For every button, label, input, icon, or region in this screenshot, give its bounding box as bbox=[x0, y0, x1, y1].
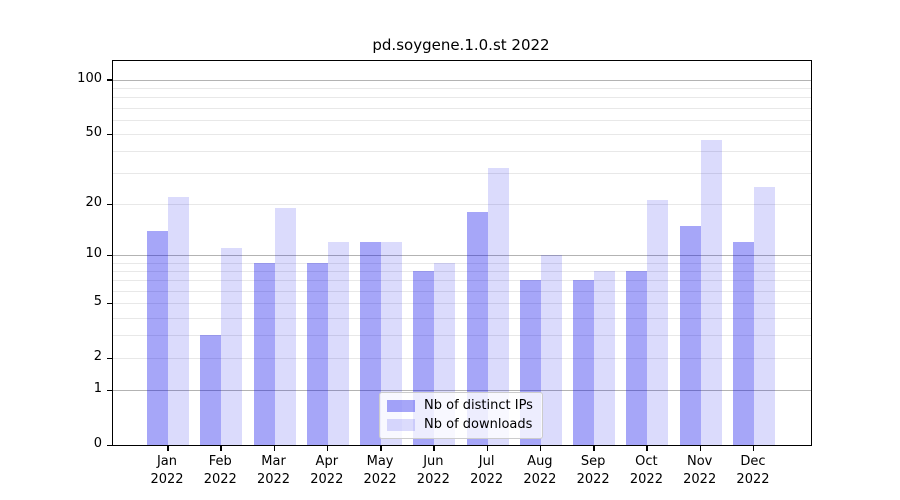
x-tick bbox=[326, 445, 329, 451]
y-tick bbox=[107, 302, 112, 305]
gridline-major bbox=[113, 390, 811, 392]
legend-label-downloads: Nb of downloads bbox=[424, 417, 533, 432]
x-tick bbox=[699, 445, 702, 451]
x-tick bbox=[539, 445, 542, 451]
bar-downloads-sep bbox=[594, 271, 616, 445]
bar-distinct-ips-jul bbox=[466, 211, 488, 445]
x-tick bbox=[752, 445, 755, 451]
x-tick-label: Apr 2022 bbox=[310, 454, 344, 487]
x-tick-label: May 2022 bbox=[363, 454, 397, 487]
gridline-minor bbox=[113, 358, 811, 360]
x-tick bbox=[646, 445, 648, 451]
x-tick bbox=[593, 445, 595, 451]
y-tick bbox=[107, 79, 112, 81]
plot-area: Nb of distinct IPs Nb of downloads bbox=[112, 60, 812, 446]
gridline-minor bbox=[113, 133, 811, 135]
x-tick-label: Aug 2022 bbox=[523, 454, 557, 487]
y-tick-label: 100 bbox=[77, 70, 102, 86]
y-tick bbox=[107, 254, 112, 257]
legend-swatch-downloads-icon bbox=[387, 418, 415, 431]
legend-item-distinct-ips: Nb of distinct IPs bbox=[387, 398, 533, 413]
bar-downloads-jan bbox=[168, 196, 189, 445]
x-tick-label: Jul 2022 bbox=[470, 454, 504, 487]
bar-distinct-ips-jan bbox=[147, 230, 168, 445]
legend-swatch-distinct-ips-icon bbox=[387, 399, 415, 412]
y-tick-label: 2 bbox=[93, 349, 102, 365]
bar-distinct-ips-dec bbox=[732, 242, 754, 445]
y-tick bbox=[107, 444, 112, 447]
gridline-minor bbox=[113, 280, 811, 282]
bar-downloads-dec bbox=[753, 187, 775, 445]
gridline-minor bbox=[113, 88, 811, 89]
y-tick bbox=[107, 203, 112, 206]
bar-distinct-ips-oct bbox=[626, 271, 648, 445]
y-tick-label: 20 bbox=[85, 195, 102, 211]
x-tick bbox=[220, 445, 222, 451]
gridline-minor bbox=[113, 335, 811, 337]
bar-distinct-ips-may bbox=[360, 242, 382, 445]
x-tick bbox=[433, 445, 435, 451]
bar-downloads-nov bbox=[700, 140, 722, 445]
bar-downloads-apr bbox=[327, 242, 349, 445]
y-tick bbox=[107, 357, 112, 360]
bar-distinct-ips-feb bbox=[200, 335, 222, 445]
x-tick-label: Feb 2022 bbox=[203, 454, 237, 487]
x-tick-label: Oct 2022 bbox=[629, 454, 663, 487]
y-tick-label: 50 bbox=[85, 124, 102, 140]
legend-label-distinct-ips: Nb of distinct IPs bbox=[424, 398, 533, 413]
gridline-minor bbox=[113, 107, 811, 109]
gridline-minor bbox=[113, 97, 811, 99]
bar-downloads-aug bbox=[540, 255, 562, 445]
x-tick-label: Mar 2022 bbox=[256, 454, 291, 487]
bar-distinct-ips-sep bbox=[573, 280, 595, 445]
y-tick bbox=[107, 133, 112, 136]
y-tick bbox=[107, 389, 112, 392]
bar-downloads-mar bbox=[274, 207, 296, 445]
y-tick-label: 1 bbox=[93, 381, 102, 397]
legend-item-downloads: Nb of downloads bbox=[387, 417, 533, 432]
bar-downloads-jul bbox=[487, 168, 509, 445]
gridline-minor bbox=[113, 290, 811, 292]
gridline-minor bbox=[113, 204, 811, 206]
gridline-major bbox=[113, 79, 811, 81]
bar-distinct-ips-nov bbox=[679, 225, 701, 445]
bar-downloads-feb bbox=[221, 248, 243, 445]
y-tick-label: 0 bbox=[93, 436, 102, 451]
x-tick-label: Jun 2022 bbox=[416, 454, 450, 487]
bar-downloads-oct bbox=[647, 200, 669, 445]
x-tick bbox=[273, 445, 276, 451]
y-tick-label: 5 bbox=[93, 294, 102, 310]
x-tick-label: Nov 2022 bbox=[683, 454, 717, 487]
gridline-minor bbox=[113, 271, 811, 273]
gridline-minor bbox=[113, 262, 811, 264]
bar-distinct-ips-apr bbox=[306, 262, 328, 445]
gridline-minor bbox=[113, 119, 811, 121]
x-tick-label: Jan 2022 bbox=[150, 454, 184, 487]
gridline-major bbox=[113, 255, 811, 257]
x-tick bbox=[486, 445, 489, 451]
chart-title: pd.soygene.1.0.st 2022 bbox=[372, 36, 550, 54]
x-tick bbox=[380, 445, 382, 451]
gridline-minor bbox=[113, 151, 811, 153]
gridline-minor bbox=[113, 303, 811, 305]
x-tick bbox=[167, 445, 169, 451]
x-tick-label: Dec 2022 bbox=[736, 454, 770, 487]
bar-distinct-ips-mar bbox=[253, 262, 275, 445]
gridline-minor bbox=[113, 173, 811, 175]
gridline-minor bbox=[113, 317, 811, 319]
y-tick-label: 10 bbox=[85, 246, 102, 262]
legend: Nb of distinct IPs Nb of downloads bbox=[379, 392, 543, 439]
x-tick-label: Sep 2022 bbox=[576, 454, 610, 487]
